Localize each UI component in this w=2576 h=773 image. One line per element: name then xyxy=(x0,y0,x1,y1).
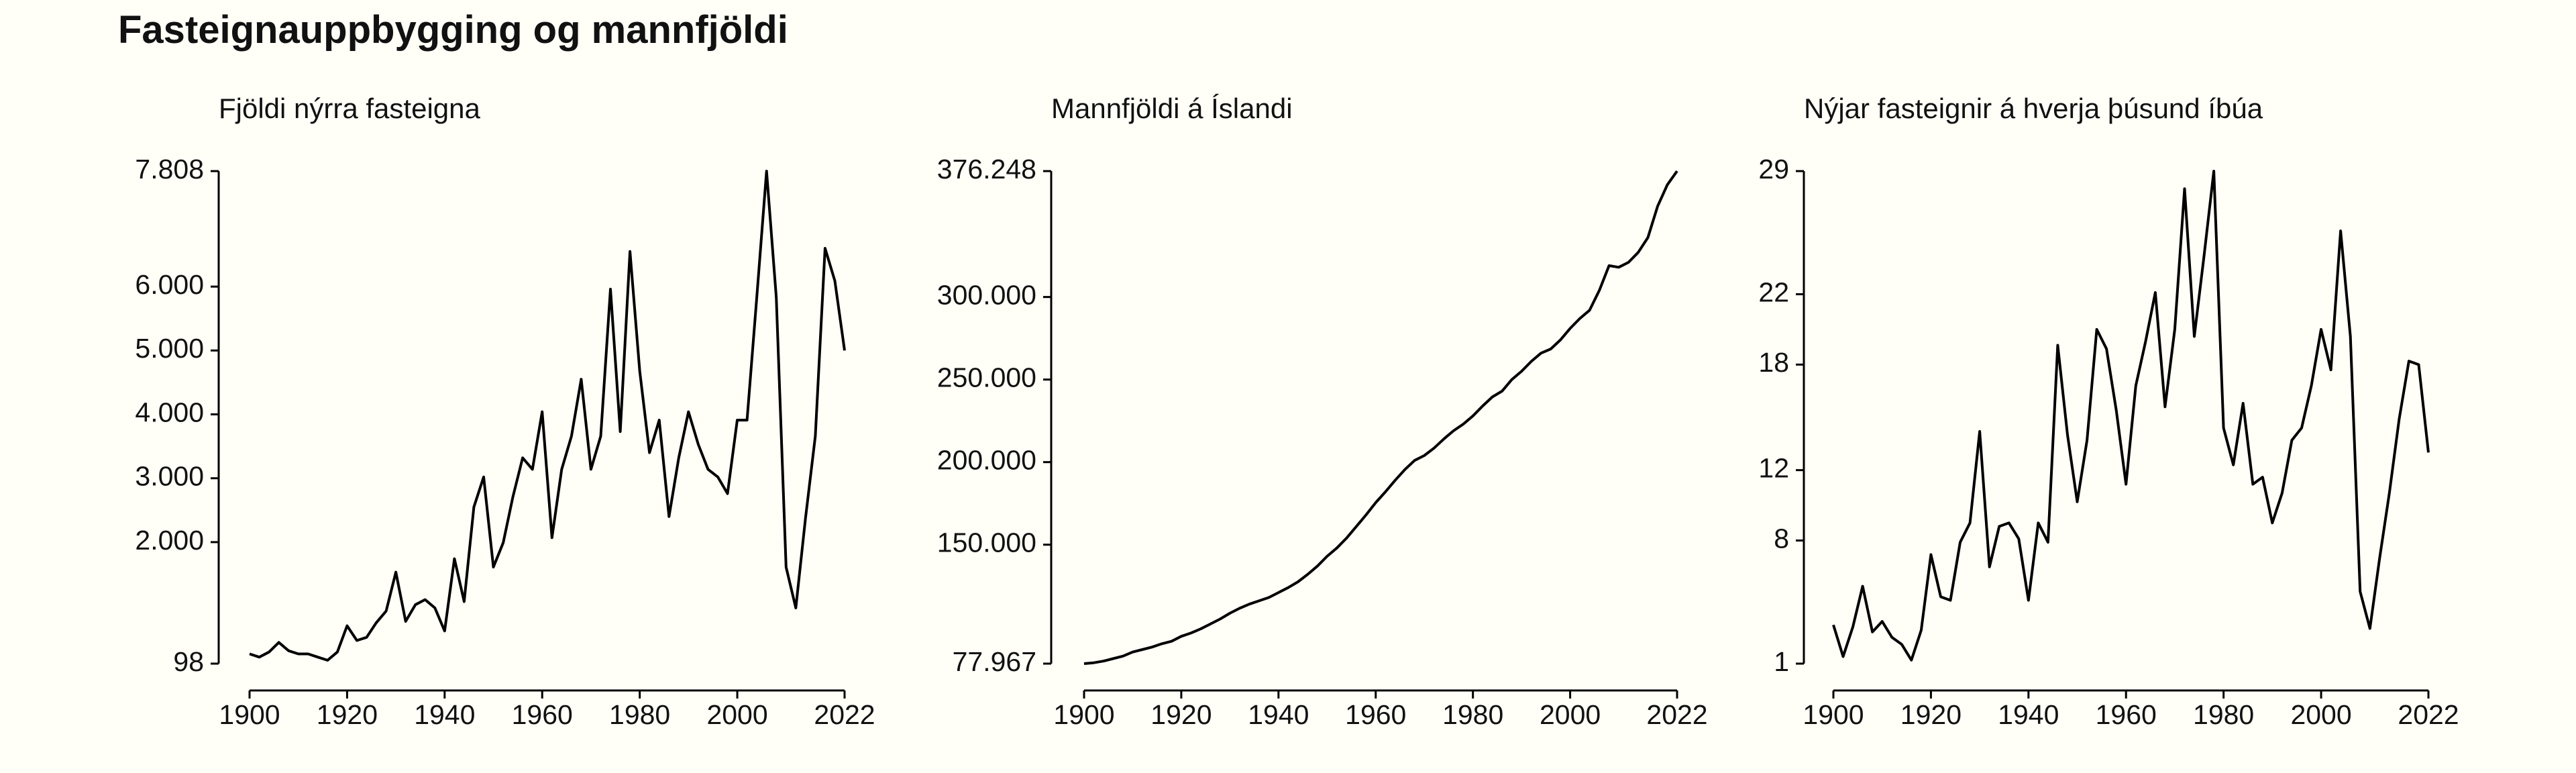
x-tick-label: 2022 xyxy=(2398,699,2459,730)
y-tick-label: 12 xyxy=(1758,452,1789,483)
y-tick-label: 1 xyxy=(1774,646,1789,677)
y-tick-label: 376.248 xyxy=(937,154,1036,185)
x-tick-label: 2022 xyxy=(1646,699,1707,730)
panel-title: Nýjar fasteignir á hverja þúsund íbúa xyxy=(1804,93,2263,124)
y-tick-label: 29 xyxy=(1758,154,1789,185)
data-line xyxy=(1083,170,1678,665)
data-line xyxy=(249,170,846,662)
panel-title: Mannfjöldi á Íslandi xyxy=(1051,93,1293,124)
y-tick-label: 98 xyxy=(173,646,204,677)
figure-title: Fasteignauppbygging og mannfjöldi xyxy=(118,8,788,52)
y-tick-label: 4.000 xyxy=(135,397,204,427)
y-tick-label: 18 xyxy=(1758,347,1789,378)
y-tick-label: 2.000 xyxy=(135,525,204,556)
x-tick-label: 1960 xyxy=(512,699,573,730)
x-tick-label: 2000 xyxy=(706,699,767,730)
x-tick-label: 2022 xyxy=(814,699,875,730)
x-tick-label: 1940 xyxy=(1998,699,2059,730)
x-tick-label: 2000 xyxy=(1540,699,1601,730)
y-tick-label: 200.000 xyxy=(937,445,1036,476)
x-tick-label: 1980 xyxy=(1442,699,1503,730)
y-tick-label: 150.000 xyxy=(937,527,1036,558)
x-tick-label: 1900 xyxy=(219,699,280,730)
x-tick-label: 1940 xyxy=(414,699,475,730)
x-tick-label: 1940 xyxy=(1248,699,1309,730)
data-line xyxy=(1832,170,2430,662)
y-tick-label: 3.000 xyxy=(135,461,204,492)
y-tick-label: 22 xyxy=(1758,276,1789,307)
panel-title: Fjöldi nýrra fasteigna xyxy=(219,93,480,124)
x-tick-label: 2000 xyxy=(2290,699,2351,730)
x-tick-label: 1920 xyxy=(317,699,378,730)
y-tick-label: 300.000 xyxy=(937,279,1036,310)
y-tick-label: 250.000 xyxy=(937,362,1036,393)
y-tick-label: 7.808 xyxy=(135,154,204,185)
x-tick-label: 1960 xyxy=(2096,699,2157,730)
y-tick-label: 6.000 xyxy=(135,269,204,300)
x-tick-label: 1920 xyxy=(1150,699,1212,730)
x-tick-label: 1900 xyxy=(1803,699,1864,730)
x-tick-label: 1980 xyxy=(2193,699,2254,730)
y-tick-label: 5.000 xyxy=(135,333,204,364)
x-tick-label: 1960 xyxy=(1345,699,1406,730)
x-tick-label: 1980 xyxy=(609,699,670,730)
y-tick-label: 77.967 xyxy=(953,646,1036,677)
y-tick-label: 8 xyxy=(1774,523,1789,554)
x-tick-label: 1920 xyxy=(1900,699,1962,730)
x-tick-label: 1900 xyxy=(1053,699,1114,730)
